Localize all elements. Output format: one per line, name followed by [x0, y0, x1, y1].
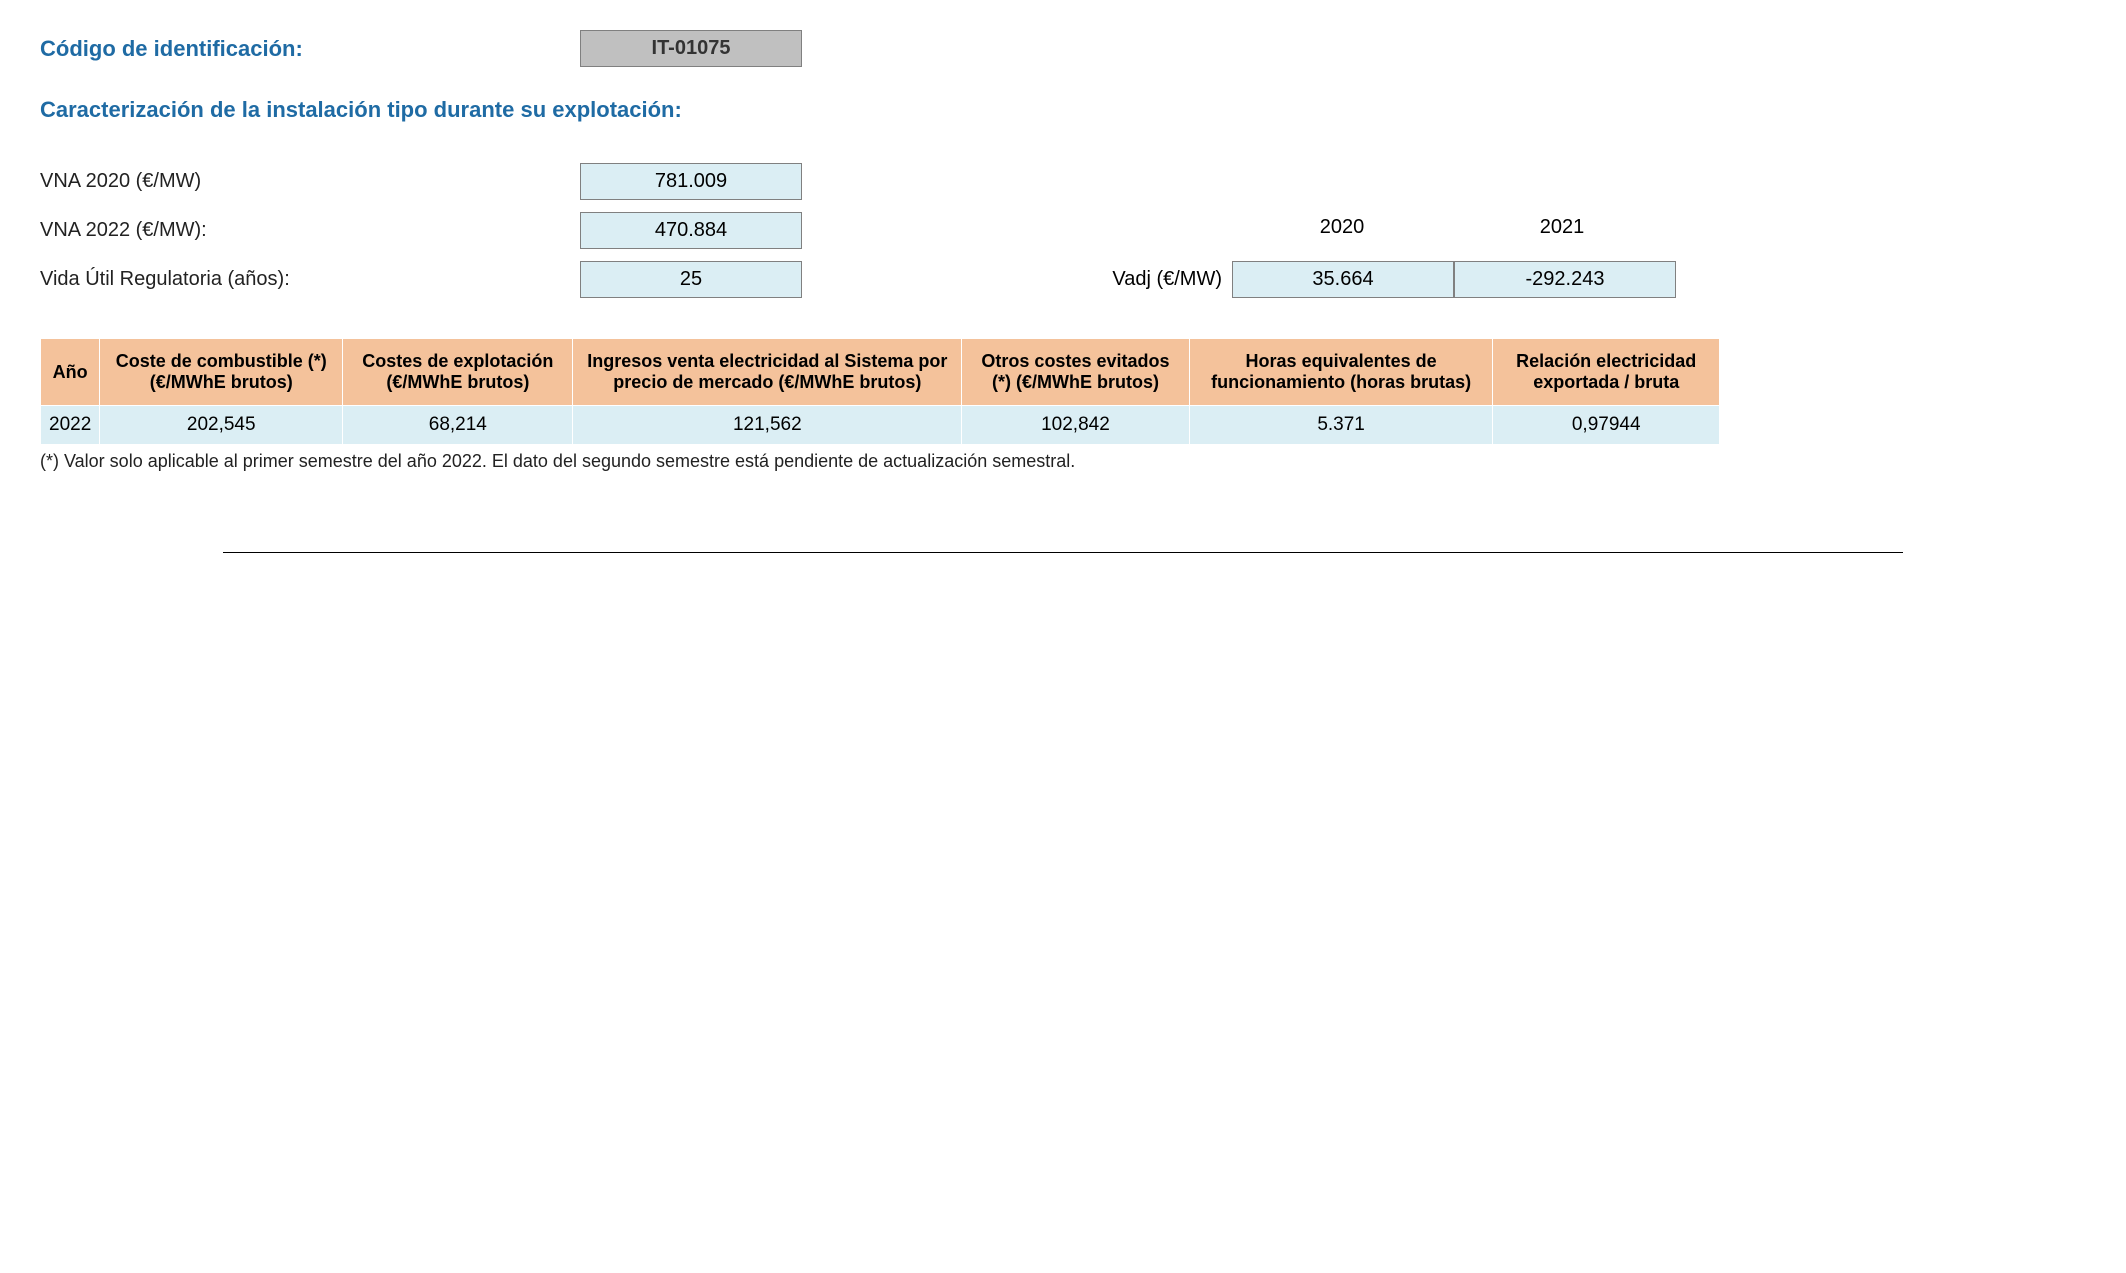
vna2020-row: VNA 2020 (€/MW) 781.009: [40, 163, 2086, 200]
params-block: VNA 2020 (€/MW) 781.009 VNA 2022 (€/MW):…: [40, 163, 2086, 298]
id-row: Código de identificación: IT-01075: [40, 30, 2086, 67]
col-4: Otros costes evitados (*) (€/MWhE brutos…: [962, 339, 1190, 406]
col-0: Año: [41, 339, 100, 406]
vna2022-row: VNA 2022 (€/MW): 470.884 2020 2021: [40, 212, 2086, 249]
table-row: 2022 202,545 68,214 121,562 102,842 5.37…: [41, 406, 1720, 445]
id-value-box: IT-01075: [580, 30, 802, 67]
col-6: Relación electricidad exportada / bruta: [1493, 339, 1720, 406]
cell-0-4: 102,842: [962, 406, 1190, 445]
bottom-rule: [223, 552, 1903, 553]
vna2022-label: VNA 2022 (€/MW):: [40, 219, 207, 241]
cell-0-5: 5.371: [1189, 406, 1493, 445]
cell-0-6: 0,97944: [1493, 406, 1720, 445]
cell-0-3: 121,562: [573, 406, 962, 445]
vna2020-value: 781.009: [580, 163, 802, 200]
vadj-spacer: [1062, 228, 1232, 234]
footnote: (*) Valor solo aplicable al primer semes…: [40, 451, 2086, 472]
col-1: Coste de combustible (*) (€/MWhE brutos): [100, 339, 343, 406]
vna2022-value: 470.884: [580, 212, 802, 249]
cell-0-0: 2022: [41, 406, 100, 445]
col-2: Costes de explotación (€/MWhE brutos): [343, 339, 573, 406]
cell-0-1: 202,545: [100, 406, 343, 445]
col-5: Horas equivalentes de funcionamiento (ho…: [1189, 339, 1493, 406]
vadj-year-0: 2020: [1232, 216, 1452, 245]
main-table: Año Coste de combustible (*) (€/MWhE bru…: [40, 338, 1720, 445]
vadj-year-1: 2021: [1452, 216, 1672, 245]
col-3: Ingresos venta electricidad al Sistema p…: [573, 339, 962, 406]
cell-0-2: 68,214: [343, 406, 573, 445]
vadj-value-0: 35.664: [1232, 261, 1454, 298]
vna2020-label: VNA 2020 (€/MW): [40, 170, 201, 192]
id-label: Código de identificación:: [40, 36, 303, 61]
vadj-group: 2020 2021: [1062, 216, 1672, 245]
vida-value: 25: [580, 261, 802, 298]
subtitle: Caracterización de la instalación tipo d…: [40, 97, 682, 122]
table-header-row: Año Coste de combustible (*) (€/MWhE bru…: [41, 339, 1720, 406]
vadj-value-1: -292.243: [1454, 261, 1676, 298]
vadj-values: Vadj (€/MW) 35.664 -292.243: [1062, 261, 1676, 298]
vadj-label: Vadj (€/MW): [1062, 268, 1232, 291]
vida-row: Vida Útil Regulatoria (años): 25 Vadj (€…: [40, 261, 2086, 298]
vida-label: Vida Útil Regulatoria (años):: [40, 268, 290, 290]
